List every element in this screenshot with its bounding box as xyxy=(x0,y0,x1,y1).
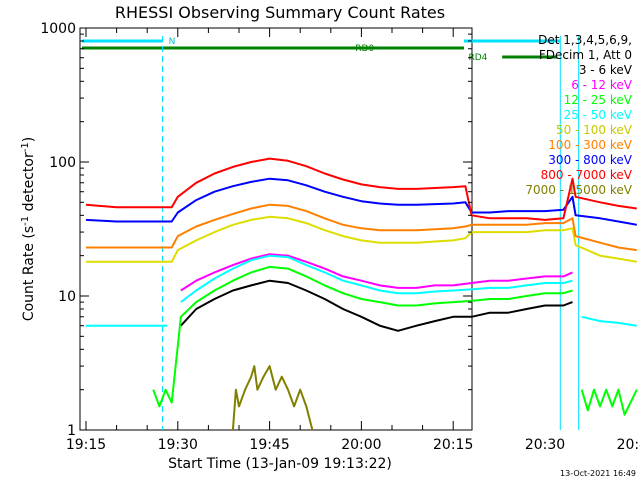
chart-title: RHESSI Observing Summary Count Rates xyxy=(115,3,445,22)
y-axis-label-sup2: -1 xyxy=(20,142,31,152)
rd4-flag-label: RD4 xyxy=(469,53,488,63)
legend-entry: 100 - 300 keV xyxy=(548,138,632,152)
y-tick-label: 1000 xyxy=(40,21,76,37)
y-axis-label-mid: detector xyxy=(21,152,37,216)
x-tick-label: 20:00 xyxy=(341,437,381,453)
y-tick-label: 1 xyxy=(67,423,76,439)
legend: Det 1,3,4,5,6,9,FDecim 1, Att 03 - 6 keV… xyxy=(525,33,632,197)
x-tick-label: 19:30 xyxy=(158,437,198,453)
series-layer xyxy=(85,157,638,431)
x-axis-label: Start Time (13-Jan-09 19:13:22) xyxy=(168,456,392,472)
legend-entry: 12 - 25 keV xyxy=(564,93,633,107)
y-tick-label: 10 xyxy=(58,289,76,305)
x-tick-label: 20:30 xyxy=(525,437,565,453)
series-line xyxy=(86,254,637,327)
x-tick-label: 19:45 xyxy=(249,437,289,453)
series-line xyxy=(86,215,637,263)
legend-entry: 25 - 50 keV xyxy=(564,108,633,122)
footer-timestamp: 13-Oct-2021 16:49 xyxy=(560,469,636,478)
x-tick-label: 19:15 xyxy=(66,437,106,453)
series-line xyxy=(85,157,637,221)
y-tick-label: 100 xyxy=(49,155,76,171)
legend-header: Det 1,3,4,5,6,9, xyxy=(538,33,632,47)
y-axis-label-main: Count Rate (s xyxy=(21,226,37,321)
night-flag-label: N xyxy=(169,37,176,47)
y-axis-label: Count Rate (s-1 detector-1) xyxy=(20,137,37,321)
x-tick-label: 20:45 xyxy=(617,437,640,453)
legend-entry: 7000 - 15000 keV xyxy=(525,183,632,197)
legend-entry: 50 - 100 keV xyxy=(556,123,633,137)
legend-header: FDecim 1, Att 0 xyxy=(539,48,632,62)
y-axis-label-sup1: -1 xyxy=(20,216,31,226)
rd0-flag-label: RD0 xyxy=(355,44,374,54)
x-axis: 19:15 19:30 19:45 20:00 20:15 20:30 20:45 xyxy=(66,28,640,453)
observing-flags: N RD0 RD4 xyxy=(82,36,580,430)
plot-frame xyxy=(79,27,473,431)
legend-entry: 300 - 800 keV xyxy=(548,153,632,167)
legend-entry: 800 - 7000 keV xyxy=(541,168,633,182)
legend-entry: 6 - 12 keV xyxy=(571,78,633,92)
series-line xyxy=(152,265,638,416)
x-tick-label: 20:15 xyxy=(433,437,473,453)
series-line xyxy=(85,177,637,226)
y-axis-label-end: ) xyxy=(21,137,37,142)
series-line xyxy=(231,365,314,431)
legend-entry: 3 - 6 keV xyxy=(579,63,633,77)
series-line xyxy=(180,279,573,332)
series-line xyxy=(180,253,573,292)
y-axis: 1 10 100 1000 xyxy=(40,21,472,439)
series-line xyxy=(86,203,637,252)
